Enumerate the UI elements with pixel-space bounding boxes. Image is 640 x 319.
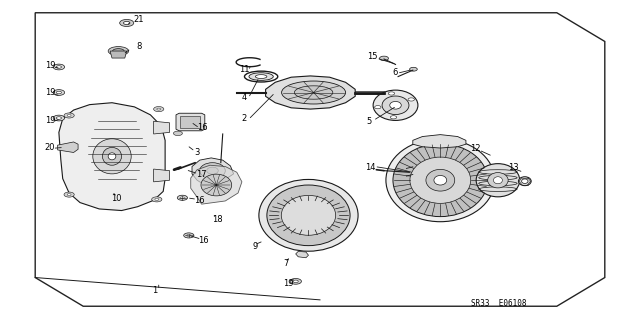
Ellipse shape (249, 73, 273, 80)
Circle shape (56, 66, 61, 68)
Text: 9: 9 (252, 242, 257, 251)
Polygon shape (296, 251, 308, 258)
Circle shape (293, 280, 298, 283)
Polygon shape (154, 169, 170, 182)
Text: 6: 6 (393, 68, 398, 77)
Text: 1: 1 (152, 286, 157, 295)
Ellipse shape (434, 175, 447, 185)
Circle shape (56, 117, 61, 119)
Text: 16: 16 (197, 123, 207, 132)
Circle shape (408, 98, 415, 101)
Ellipse shape (200, 163, 225, 179)
Ellipse shape (201, 174, 232, 196)
Text: 17: 17 (196, 170, 207, 179)
Circle shape (152, 197, 162, 202)
Text: 15: 15 (367, 52, 378, 61)
Polygon shape (413, 135, 466, 148)
Circle shape (154, 107, 164, 112)
Circle shape (67, 115, 71, 116)
Circle shape (157, 108, 161, 110)
Ellipse shape (259, 179, 358, 251)
Text: 8: 8 (136, 42, 141, 51)
Text: 11: 11 (239, 65, 250, 74)
Text: 19: 19 (45, 61, 55, 70)
Ellipse shape (393, 144, 488, 217)
Text: 13: 13 (508, 163, 518, 172)
Text: 19: 19 (45, 116, 55, 125)
Ellipse shape (282, 195, 336, 235)
Ellipse shape (476, 164, 520, 197)
Ellipse shape (108, 47, 129, 56)
Polygon shape (176, 113, 205, 131)
Text: 18: 18 (212, 215, 223, 224)
Polygon shape (154, 121, 170, 134)
Circle shape (177, 195, 188, 200)
Text: 14: 14 (365, 163, 375, 172)
Ellipse shape (522, 179, 528, 183)
Ellipse shape (255, 75, 267, 78)
Ellipse shape (373, 90, 418, 121)
Text: 20: 20 (45, 143, 55, 152)
Circle shape (67, 194, 71, 196)
Text: 7: 7 (284, 259, 289, 268)
Ellipse shape (108, 153, 116, 160)
Text: 16: 16 (198, 236, 209, 245)
Text: 16: 16 (195, 196, 205, 205)
Ellipse shape (267, 185, 350, 246)
Ellipse shape (493, 177, 502, 184)
Circle shape (290, 278, 301, 284)
Circle shape (64, 192, 74, 197)
Text: 21: 21 (134, 15, 144, 24)
Ellipse shape (386, 139, 495, 222)
Ellipse shape (113, 49, 124, 54)
Circle shape (120, 19, 134, 26)
Ellipse shape (410, 157, 470, 204)
Ellipse shape (294, 86, 333, 99)
Text: 12: 12 (470, 145, 480, 153)
Circle shape (124, 21, 130, 25)
Polygon shape (58, 142, 78, 152)
Circle shape (374, 106, 381, 109)
Circle shape (173, 131, 182, 136)
Circle shape (380, 56, 388, 61)
Circle shape (184, 233, 194, 238)
Text: SR33  E06108: SR33 E06108 (472, 299, 527, 308)
Circle shape (390, 116, 397, 119)
Text: 19: 19 (45, 88, 55, 97)
Text: 19: 19 (283, 279, 293, 288)
Text: 5: 5 (366, 117, 371, 126)
Ellipse shape (488, 173, 508, 188)
Ellipse shape (207, 167, 218, 174)
Polygon shape (110, 51, 127, 58)
Circle shape (180, 197, 184, 199)
Ellipse shape (102, 147, 122, 165)
Bar (180, 116, 200, 128)
Circle shape (56, 91, 61, 94)
Circle shape (64, 113, 74, 118)
Polygon shape (266, 76, 355, 109)
Polygon shape (192, 158, 234, 185)
Text: 10: 10 (111, 194, 122, 203)
Text: 3: 3 (195, 148, 200, 157)
Ellipse shape (282, 81, 346, 104)
Text: 4: 4 (242, 93, 247, 102)
Circle shape (410, 67, 417, 71)
Text: 2: 2 (242, 114, 247, 123)
Ellipse shape (518, 177, 531, 186)
Circle shape (187, 234, 191, 236)
Circle shape (53, 115, 65, 121)
Ellipse shape (390, 101, 401, 109)
Polygon shape (59, 103, 165, 211)
Circle shape (53, 64, 65, 70)
Circle shape (53, 90, 65, 95)
Ellipse shape (93, 139, 131, 174)
Ellipse shape (426, 169, 454, 191)
Ellipse shape (382, 96, 409, 115)
Circle shape (388, 92, 395, 95)
Polygon shape (191, 165, 242, 204)
Circle shape (155, 198, 159, 200)
